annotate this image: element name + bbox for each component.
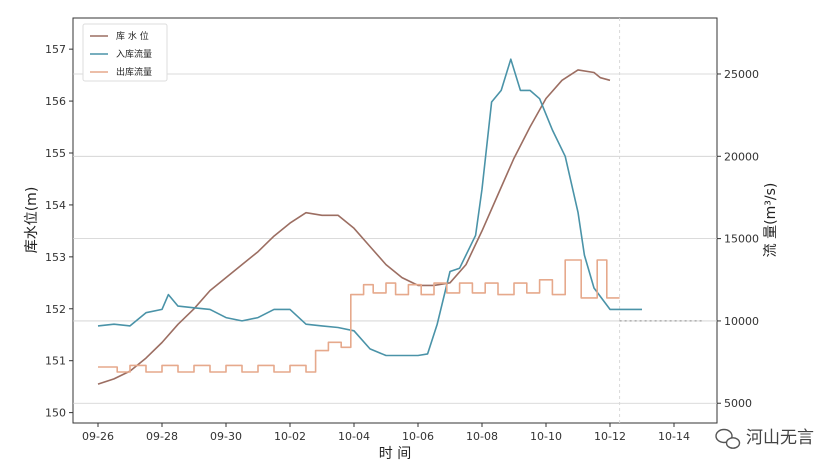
y-right-tick-label: 20000 <box>724 150 759 163</box>
y-right-tick-label: 25000 <box>724 68 759 81</box>
x-tick-label: 10-12 <box>594 430 626 443</box>
y-right-tick-label: 15000 <box>724 233 759 246</box>
y-left-tick-label: 151 <box>45 355 66 368</box>
series-layer <box>97 58 703 385</box>
x-tick-label: 10-14 <box>658 430 690 443</box>
legend: 库 水 位 入库流量 出库流量 <box>82 23 168 82</box>
y-left-axis-title: 库水位(m) <box>24 187 40 254</box>
inflow-line <box>97 58 642 357</box>
x-tick-label: 10-10 <box>530 430 562 443</box>
water-level-line <box>97 69 611 385</box>
legend-label-inflow: 入库流量 <box>116 48 152 60</box>
y-left-tick-label: 153 <box>45 251 66 264</box>
x-tick-label: 10-08 <box>466 430 498 443</box>
y-left-tick-label: 156 <box>45 95 66 108</box>
x-tick-label: 10-06 <box>402 430 434 443</box>
y-left-tick-label: 154 <box>45 199 66 212</box>
legend-label-outflow: 出库流量 <box>116 66 152 78</box>
y-right-tick-label: 10000 <box>724 315 759 328</box>
y-left-tick-label: 150 <box>45 407 66 420</box>
watermark: 河山无言 <box>715 428 814 449</box>
y-right-tick-label: 5000 <box>724 397 752 410</box>
wechat-icon <box>715 428 741 449</box>
y-right-axis-title: 流 量(m³/s) <box>763 183 779 258</box>
tick-labels: 150 151 152 153 154 155 156 157 5000 10000 15000 20… <box>45 43 759 443</box>
x-tick-label: 09-28 <box>146 430 178 443</box>
legend-box <box>82 23 168 82</box>
y-left-tick-label: 155 <box>45 147 66 160</box>
legend-label-water-level: 库 水 位 <box>116 30 149 42</box>
plot-frame <box>72 17 718 424</box>
x-tick-label: 10-04 <box>338 430 370 443</box>
y-left-tick-label: 157 <box>45 43 66 56</box>
y-left-tick-label: 152 <box>45 303 66 316</box>
x-tick-label: 09-26 <box>82 430 114 443</box>
outflow-line <box>98 259 620 373</box>
x-tick-label: 09-30 <box>210 430 242 443</box>
x-tick-label: 10-02 <box>274 430 306 443</box>
x-axis-title: 时 间 <box>379 446 411 462</box>
gridlines <box>73 18 717 423</box>
watermark-text: 河山无言 <box>746 428 814 448</box>
